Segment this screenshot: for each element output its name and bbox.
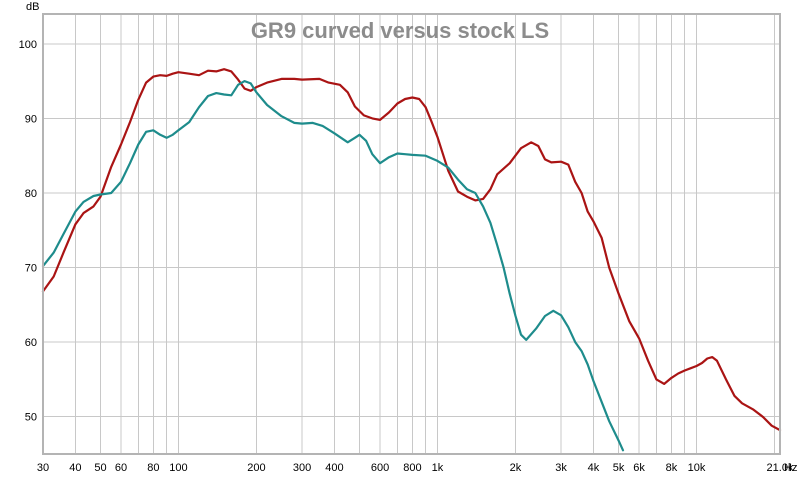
x-tick-label: 10k [688,462,706,474]
x-tick-label: 6k [633,462,645,474]
y-tick-label: 100 [19,39,37,51]
x-tick-label: 50 [94,462,106,474]
chart-title: GR9 curved versus stock LS [251,18,549,43]
x-tick-label: 60 [115,462,127,474]
x-tick-label: 40 [69,462,81,474]
plot-frame [42,13,781,455]
y-tick-labels: 50 60 70 80 90 100 [19,39,37,424]
x-tick-label: 2k [510,462,522,474]
series-lines [41,68,782,452]
y-tick-label: 50 [25,412,37,424]
x-tick-label: 200 [247,462,265,474]
x-tick-label: 400 [325,462,343,474]
series-line-1 [41,68,782,432]
y-tick-label: 90 [25,113,37,125]
x-tick-label: 600 [371,462,389,474]
x-tick-label: 3k [555,462,567,474]
x-tick-label: 4k [588,462,600,474]
grid-lines [43,14,780,454]
x-tick-label: 1k [432,462,444,474]
x-tick-labels: 30 40 50 60 80 100 200 300 400 600 800 1k 2k 3k 4k 5k 6k… [37,462,794,474]
x-tick-label: 80 [147,462,159,474]
y-tick-label: 60 [25,337,37,349]
x-tick-label: 800 [403,462,421,474]
x-axis-unit-label: Hz [784,462,797,474]
series-line-2 [41,80,625,452]
y-axis-unit-label: dB [26,1,39,13]
x-tick-label: 8k [666,462,678,474]
x-tick-label: 30 [37,462,49,474]
x-tick-label: 100 [169,462,187,474]
y-tick-label: 80 [25,188,37,200]
y-tick-label: 70 [25,263,37,275]
x-tick-label: 21.0k [767,462,794,474]
x-tick-label: 5k [613,462,625,474]
x-tick-label: 300 [293,462,311,474]
